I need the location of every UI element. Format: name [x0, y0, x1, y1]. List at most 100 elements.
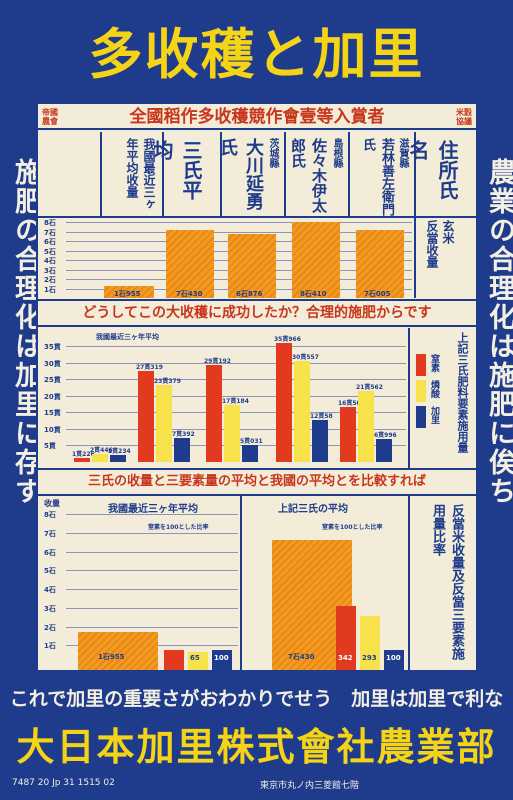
grid-line: [66, 570, 238, 572]
fertilizer-value: 35貫966: [274, 335, 301, 343]
section-3-side: 反當米收量及反當三要素施用量比率: [408, 496, 476, 670]
section-3-axis-title: 收量: [44, 499, 60, 508]
legend-phosphate-swatch: [416, 380, 426, 402]
grid-line: [66, 346, 406, 347]
fertilizer-value: 2貫446: [90, 446, 113, 454]
axis-tick-label: 1石: [44, 642, 56, 651]
section-3-left-title: 我國最近三ヶ年平均: [108, 504, 198, 515]
fertilizer-value: 23貫379: [154, 377, 181, 385]
fertilizer-bar: [206, 365, 222, 462]
grid-line: [66, 231, 412, 233]
header-note-left: 帝國 農會: [42, 108, 58, 126]
grid-line: [66, 362, 406, 364]
fertilizer-value: 16貫500: [338, 400, 365, 408]
grid-line: [66, 607, 238, 609]
fertilizer-value: 29貫192: [204, 358, 231, 366]
section-2-title: どうしてこの大收穫に成功したか？合理的施肥からです: [82, 305, 432, 321]
bar-national-avg: [104, 286, 154, 298]
value-three-potash: 100: [386, 654, 401, 662]
section-1-header: 全國稻作多收穫競作會壹等入賞者 帝國 農會 米穀 協議: [38, 104, 476, 130]
fertilizer-bar: [294, 360, 310, 462]
axis-tick-label: 30貫: [44, 359, 61, 368]
section-3-left-note: 窒素を100とした比率: [148, 524, 209, 531]
value-national-yield: 1石955: [98, 653, 125, 661]
fertilizer-bar: [92, 453, 108, 462]
axis-tick-label: 10貫: [44, 425, 61, 434]
legend-nitrogen-swatch: [416, 354, 426, 376]
value-national-potash: 100: [214, 654, 229, 662]
fertilizer-bar: [138, 371, 154, 462]
section-2-header: どうしてこの大收穫に成功したか？合理的施肥からです: [38, 301, 476, 327]
axis-tick-label: 5石: [44, 247, 56, 256]
value-national-avg: 1石955: [114, 290, 141, 298]
axis-tick-label: 4石: [44, 257, 56, 265]
fertilizer-value: 30貫557: [292, 353, 319, 361]
footer-address: 東京市丸ノ内三菱館七階: [260, 781, 360, 791]
section-3-header: 三氏の收量と三要素量の平均と我國の平均とを比較すれば: [38, 470, 476, 496]
bar-wakabayashi: [356, 230, 404, 298]
value-three-phosphate: 293: [362, 654, 377, 662]
fertilizer-bar: [174, 437, 190, 462]
column-three-avg: 三氏平均: [150, 132, 220, 216]
header-note-right: 米穀 協議: [456, 108, 472, 126]
axis-tick-label: 2石: [44, 623, 56, 632]
legend-potash-swatch: [416, 406, 426, 428]
bar-sasaki: [292, 222, 340, 298]
axis-tick-label: 20貫: [44, 392, 61, 401]
right-slogan: 農業の合理化は施肥に俟ち: [484, 158, 513, 506]
fertilizer-value: 7貫392: [172, 430, 195, 438]
section-3-right-note: 窒素を100とした比率: [322, 524, 383, 531]
main-title: 多收穫と加里: [88, 23, 425, 86]
yield-label-1: 玄米: [441, 220, 455, 244]
axis-tick-label: 7石: [44, 228, 56, 237]
bar-three-avg: [166, 230, 214, 298]
column-label-national: 我國最近三ヶ年平均收量: [125, 138, 156, 210]
fertilizer-bar: [376, 438, 392, 462]
section-3-side-label: 反當米收量及反當三要素施用量比率: [430, 504, 464, 660]
axis-tick-label: 5石: [44, 567, 56, 576]
axis-tick-label: 35貫: [44, 343, 61, 351]
left-slogan: 施肥の合理化は加里に存す: [10, 158, 41, 506]
yield-label-2: 反當收量: [425, 220, 439, 268]
value-three-nitrogen: 342: [338, 654, 353, 662]
grid-line: [66, 589, 238, 590]
fertilizer-bar: [340, 407, 356, 462]
section-1-title: 全國稻作多收穫競作會壹等入賞者: [129, 107, 385, 127]
legend-phosphate: 燐酸: [429, 380, 439, 398]
prefecture-shimane: 島根縣: [331, 138, 342, 168]
axis-tick-label: 7石: [44, 529, 56, 538]
fertilizer-value: 21貫562: [356, 383, 383, 391]
name-wakabayashi: 若林善左衛門氏: [360, 138, 394, 216]
grid-line: [66, 626, 238, 628]
fertilizer-bar: [276, 342, 292, 462]
fertilizer-value: 6貫996: [374, 431, 397, 439]
grid-line: [66, 514, 238, 515]
grid-line: [66, 222, 412, 223]
value-sasaki: 8石410: [300, 290, 327, 298]
footer-code: 7487 20 Jp 31 1515 02: [12, 778, 115, 788]
fertilizer-bar: [110, 454, 126, 462]
section-3-title: 三氏の收量と三要素量の平均と我國の平均とを比較すれば: [87, 474, 426, 489]
fertilizer-bar: [358, 390, 374, 462]
fertilizer-value: 27貫319: [136, 364, 163, 372]
value-three-yield: 7石430: [288, 653, 315, 661]
legend-nitrogen: 窒素: [429, 354, 439, 372]
prefecture-shiga: 滋賀縣: [397, 138, 408, 168]
grid-line: [66, 551, 238, 553]
grid-line: [66, 379, 406, 381]
column-address-name: 住所氏名: [406, 132, 476, 216]
value-okawa: 6石876: [236, 290, 263, 298]
grid-line: [66, 395, 406, 397]
fertilizer-value: 2貫234: [108, 447, 131, 455]
axis-tick-label: 1石: [44, 285, 56, 294]
bar-three-nitrogen: [336, 606, 356, 670]
legend-potash: 加里: [429, 406, 439, 424]
value-wakabayashi: 7石005: [364, 290, 391, 298]
fertilizer-value: 17貫184: [222, 398, 249, 406]
fertilizer-bar: [312, 420, 328, 462]
bar-okawa: [228, 234, 276, 298]
axis-tick-label: 5貫: [44, 442, 56, 451]
axis-tick-label: 6石: [44, 548, 56, 557]
fertilizer-bar: [156, 384, 172, 462]
axis-tick-label: 8石: [44, 219, 56, 227]
